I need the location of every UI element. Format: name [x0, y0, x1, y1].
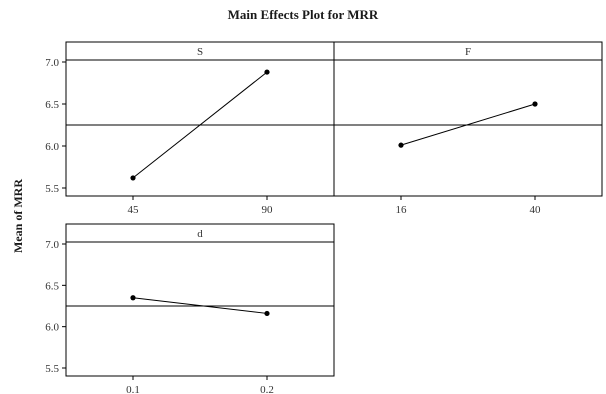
panel-F: F 16 40 [333, 41, 603, 216]
y-tick-label: 6.5 [45, 280, 59, 292]
data-point [264, 310, 270, 317]
effect-line [132, 297, 268, 314]
panel-frame [333, 41, 603, 197]
effect-line [400, 103, 536, 146]
data-point [398, 142, 404, 148]
panel-frame [65, 41, 335, 197]
effect-line [132, 71, 268, 179]
data-point [264, 69, 270, 75]
data-point [130, 175, 136, 181]
x-tick-label: 0.2 [260, 384, 274, 394]
panels-group: S 5.5 6.0 6.5 7.0 45 90 F 16 40 d 5.5 6.0 6.5 7.0 0.1 0.… [45, 41, 603, 394]
x-tick-label: 0.1 [126, 384, 140, 394]
y-tick-label: 6.0 [45, 322, 59, 334]
x-tick-label: 40 [530, 204, 542, 216]
x-tick-label: 16 [396, 204, 408, 216]
x-tick-label: 90 [262, 204, 274, 216]
y-axis-label: Mean of MRR [11, 179, 25, 253]
y-tick-label: 6.5 [45, 99, 59, 111]
y-tick-label: 5.5 [45, 363, 59, 375]
y-tick-label: 7.0 [45, 239, 59, 251]
panel-S: S 5.5 6.0 6.5 7.0 45 90 [45, 41, 335, 216]
y-tick-label: 6.0 [45, 141, 59, 153]
data-point [130, 295, 136, 301]
y-tick-label: 7.0 [45, 57, 59, 69]
data-point [532, 101, 538, 107]
chart-title: Main Effects Plot for MRR [228, 7, 379, 22]
x-tick-label: 45 [128, 204, 140, 216]
panel-frame [65, 223, 335, 377]
strip-label: F [465, 46, 471, 58]
panel-d: d 5.5 6.0 6.5 7.0 0.1 0.2 [45, 223, 335, 394]
y-tick-label: 5.5 [45, 183, 59, 195]
strip-label: d [197, 228, 203, 240]
strip-label: S [197, 46, 203, 58]
